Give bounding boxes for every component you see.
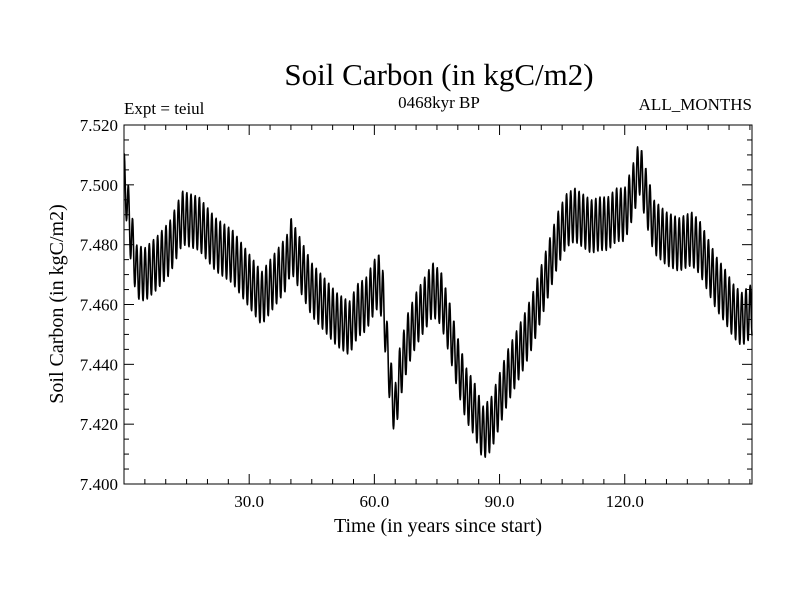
y-tick-label: 7.400: [80, 475, 118, 494]
plot-frame: [123, 124, 753, 485]
x-axis-label: Time (in years since start): [334, 515, 542, 537]
x-tick-label: 90.0: [485, 492, 515, 511]
y-tick-label: 7.440: [80, 355, 118, 374]
months-annotation: ALL_MONTHS: [639, 95, 752, 114]
expt-annotation: Expt = teiul: [124, 99, 205, 118]
x-tick-label: 120.0: [606, 492, 644, 511]
series-group: [123, 146, 753, 458]
y-tick-label: 7.500: [80, 176, 118, 195]
y-tick-label: 7.420: [80, 415, 118, 434]
y-axis-label: Soil Carbon (in kgC/m2): [46, 204, 68, 403]
x-tick-label: 30.0: [234, 492, 264, 511]
chart-subtitle: 0468kyr BP: [398, 93, 480, 112]
y-tick-label: 7.480: [80, 236, 118, 255]
y-tick-label: 7.460: [80, 296, 118, 315]
chart-title: Soil Carbon (in kgC/m2): [284, 57, 593, 92]
y-axis-ticks: 7.400 7.420 7.440 7.460 7.480 7.500 7.520: [80, 116, 752, 494]
series-line-soil-carbon: [123, 146, 753, 458]
x-axis-ticks: 30.0 60.0 90.0 120.0: [144, 125, 751, 511]
x-tick-label: 60.0: [359, 492, 389, 511]
y-tick-label: 7.520: [80, 116, 118, 135]
